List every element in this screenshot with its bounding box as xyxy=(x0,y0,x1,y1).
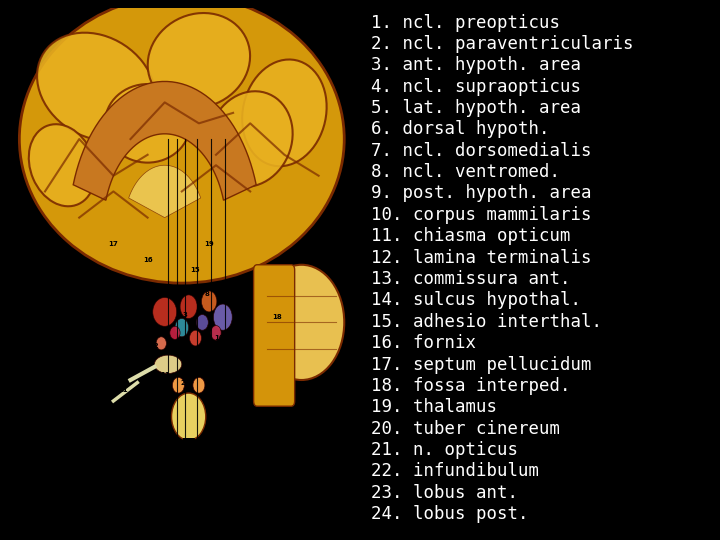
Text: 16. fornix: 16. fornix xyxy=(371,334,476,352)
Text: 24: 24 xyxy=(194,440,204,446)
Text: 3. ant. hypoth. area: 3. ant. hypoth. area xyxy=(371,56,581,75)
Ellipse shape xyxy=(213,304,233,330)
Text: 4. ncl. supraopticus: 4. ncl. supraopticus xyxy=(371,78,581,96)
Ellipse shape xyxy=(197,314,208,330)
Ellipse shape xyxy=(242,59,327,166)
Ellipse shape xyxy=(202,291,217,312)
Text: 1. ncl. preopticus: 1. ncl. preopticus xyxy=(371,14,560,31)
Ellipse shape xyxy=(29,124,96,206)
Text: 3: 3 xyxy=(183,312,188,318)
Text: 17: 17 xyxy=(109,241,118,247)
Ellipse shape xyxy=(170,326,180,340)
Text: HYPOTHALAMIC: HYPOTHALAMIC xyxy=(13,437,214,465)
Text: 13. commissura ant.: 13. commissura ant. xyxy=(371,270,570,288)
Text: 23: 23 xyxy=(163,440,173,446)
Text: 5. lat. hypoth. area: 5. lat. hypoth. area xyxy=(371,99,581,117)
Text: 19. thalamus: 19. thalamus xyxy=(371,398,497,416)
Text: 21: 21 xyxy=(119,388,128,394)
Text: 22: 22 xyxy=(181,380,190,386)
Ellipse shape xyxy=(180,295,197,319)
Text: 8. ncl. ventromed.: 8. ncl. ventromed. xyxy=(371,163,560,181)
Text: 11. chiasma opticum: 11. chiasma opticum xyxy=(371,227,570,245)
Text: 22. infundibulum: 22. infundibulum xyxy=(371,462,539,481)
Ellipse shape xyxy=(156,337,166,350)
Text: 15. adhesio interthal.: 15. adhesio interthal. xyxy=(371,313,602,330)
Text: 19: 19 xyxy=(204,241,214,247)
FancyBboxPatch shape xyxy=(253,265,294,406)
Ellipse shape xyxy=(148,13,250,108)
Text: 10. corpus mammilaris: 10. corpus mammilaris xyxy=(371,206,591,224)
Text: 18: 18 xyxy=(273,314,282,320)
Ellipse shape xyxy=(211,326,221,340)
Text: 20: 20 xyxy=(204,356,214,362)
Text: 13: 13 xyxy=(136,288,145,294)
Ellipse shape xyxy=(154,355,181,374)
Ellipse shape xyxy=(193,377,205,393)
Text: 7. ncl. dorsomedialis: 7. ncl. dorsomedialis xyxy=(371,141,591,160)
Ellipse shape xyxy=(172,377,184,393)
Ellipse shape xyxy=(105,84,190,163)
Text: 17. septum pellucidum: 17. septum pellucidum xyxy=(371,355,591,374)
Text: 15: 15 xyxy=(191,267,200,273)
Text: 8: 8 xyxy=(205,291,210,296)
Polygon shape xyxy=(129,165,201,218)
Polygon shape xyxy=(73,82,256,200)
Text: 9. post. hypoth. area: 9. post. hypoth. area xyxy=(371,185,591,202)
Text: 16: 16 xyxy=(143,256,153,262)
Text: 12: 12 xyxy=(150,343,159,349)
Text: 23. lobus ant.: 23. lobus ant. xyxy=(371,484,518,502)
Text: 10: 10 xyxy=(215,335,225,341)
Ellipse shape xyxy=(208,91,292,187)
Text: 6. dorsal hypoth.: 6. dorsal hypoth. xyxy=(371,120,549,138)
Ellipse shape xyxy=(258,265,344,380)
Text: 11: 11 xyxy=(160,372,170,378)
Ellipse shape xyxy=(19,0,344,283)
Text: 18. fossa interped.: 18. fossa interped. xyxy=(371,377,570,395)
Text: 2: 2 xyxy=(168,293,172,299)
Text: 9: 9 xyxy=(224,293,229,299)
Ellipse shape xyxy=(153,298,176,326)
Text: 14. sulcus hypothal.: 14. sulcus hypothal. xyxy=(371,292,581,309)
Text: 20. tuber cinereum: 20. tuber cinereum xyxy=(371,420,560,437)
Text: 21. n. opticus: 21. n. opticus xyxy=(371,441,518,459)
Text: 12. lamina terminalis: 12. lamina terminalis xyxy=(371,248,591,267)
Ellipse shape xyxy=(175,319,189,337)
Ellipse shape xyxy=(171,393,206,440)
Text: NUCLEI: NUCLEI xyxy=(97,478,198,507)
Text: 2. ncl. paraventricularis: 2. ncl. paraventricularis xyxy=(371,35,634,53)
Ellipse shape xyxy=(37,33,156,140)
Text: 24. lobus post.: 24. lobus post. xyxy=(371,505,528,523)
Ellipse shape xyxy=(189,330,202,346)
Text: 7: 7 xyxy=(197,306,202,312)
Text: 4: 4 xyxy=(174,343,179,349)
